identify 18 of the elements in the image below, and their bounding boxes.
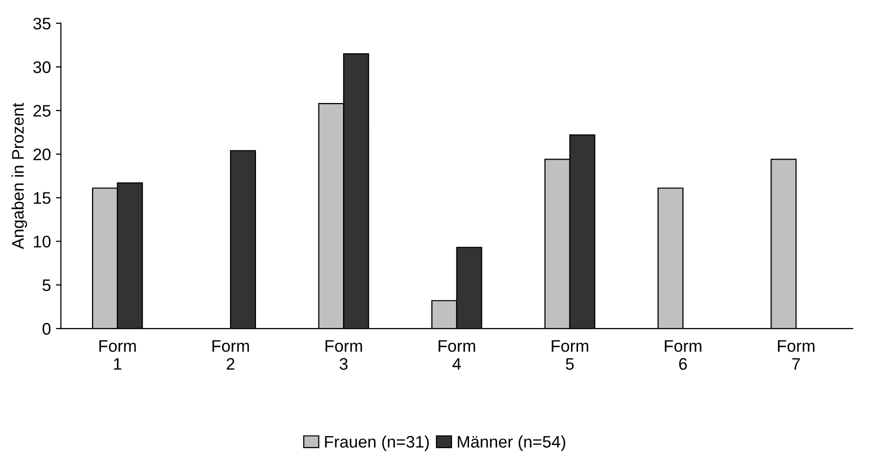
y-tick-label: 25 <box>33 104 50 117</box>
y-tick-label: 5 <box>42 280 50 292</box>
y-axis-title: Angaben in Prozent <box>12 102 28 250</box>
legend-label: Frauen (n=31) <box>325 435 429 451</box>
y-tick-label: 0 <box>42 322 51 335</box>
x-tick-label: Form 1 <box>99 340 136 370</box>
x-tick-label: Form 7 <box>778 340 814 370</box>
x-tick-label: Form 2 <box>212 340 249 370</box>
legend-label: Männer (n=54) <box>458 435 566 451</box>
x-tick-label: Form 6 <box>664 340 702 370</box>
x-tick-label: Form 4 <box>438 340 476 370</box>
y-tick-label: 15 <box>34 192 50 204</box>
x-tick-label: Form 5 <box>552 340 588 370</box>
y-tick-label: 30 <box>33 61 51 74</box>
y-tick-label: 35 <box>33 18 50 30</box>
y-tick-label: 10 <box>34 236 51 248</box>
y-tick-label: 20 <box>33 148 51 160</box>
x-tick-label: Form 3 <box>326 340 362 370</box>
